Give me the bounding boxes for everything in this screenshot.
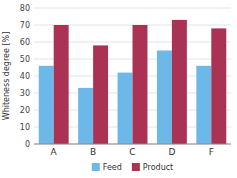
y-tick-label: 10 (20, 123, 30, 132)
bar (211, 28, 226, 144)
x-tick-label: B (90, 147, 96, 157)
grid-line (34, 144, 231, 145)
y-tick-label: 80 (20, 4, 30, 13)
bar (93, 45, 108, 144)
y-tick-label: 20 (20, 106, 30, 115)
y-tick-label: 30 (20, 89, 30, 98)
y-axis-label: Whiteness degree [%] (2, 32, 11, 121)
x-tick-label: F (209, 147, 214, 157)
y-tick-label: 40 (20, 72, 30, 81)
grid (34, 8, 231, 144)
chart: 0 10 20 30 40 50 60 70 80 Whiteness degree [%] A B C… (0, 0, 237, 178)
x-tick-label: D (168, 147, 175, 157)
bar (39, 66, 54, 144)
y-tick-label: 0 (25, 140, 30, 149)
legend: Feed Product (92, 163, 173, 172)
bars (39, 20, 227, 144)
bar (133, 25, 148, 144)
legend-swatch (92, 163, 100, 171)
bar (157, 51, 172, 145)
bar (172, 20, 187, 144)
grid-line (34, 8, 231, 9)
y-tick-label: 60 (20, 38, 30, 47)
legend-label: Feed (103, 163, 122, 172)
legend-swatch (132, 163, 140, 171)
y-tick-label: 50 (20, 55, 30, 64)
y-tick-label: 70 (20, 21, 30, 30)
legend-label: Product (143, 163, 173, 172)
x-tick-label: A (51, 147, 58, 157)
bar (118, 73, 133, 144)
bar (196, 66, 211, 144)
bar (54, 25, 69, 144)
bar (78, 88, 93, 144)
x-axis-line (34, 144, 231, 145)
chart-container: 0 10 20 30 40 50 60 70 80 Whiteness degree [%] A B C… (0, 0, 237, 178)
x-tick-label: C (129, 147, 135, 157)
